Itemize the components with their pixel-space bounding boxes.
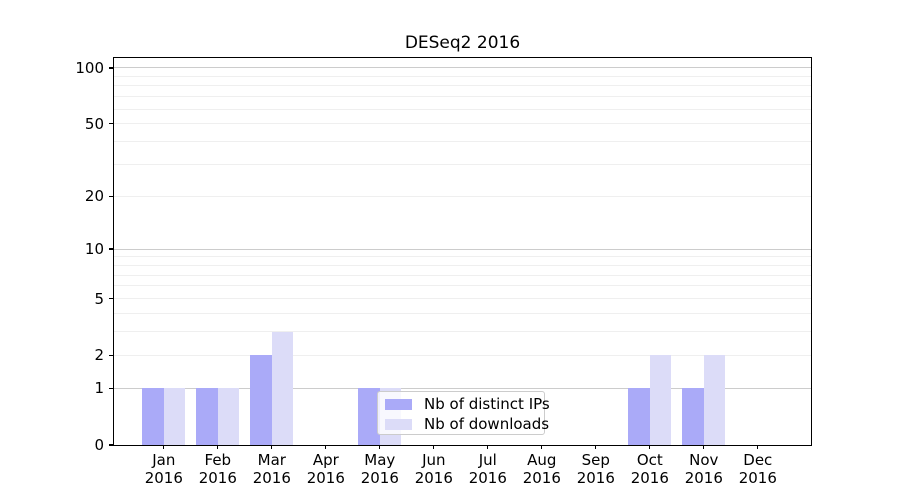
x-tick-mark-sep [595,445,597,449]
x-tick-mark-mar [271,445,273,449]
gridline-minor-30 [114,163,811,165]
bar-jan-2016-ips [142,388,164,445]
x-tick-label-apr: Apr 2016 [306,451,345,487]
bar-jan-2016-downloads [163,388,186,445]
gridline-minor-90 [114,75,811,77]
gridline-minor-60 [114,108,811,110]
x-tick-label-may: May 2016 [360,451,399,487]
legend-swatch-downloads [385,419,412,430]
x-tick-label-jun: Jun 2016 [414,451,453,487]
legend-item-downloads: Nb of downloads [378,414,549,434]
gridline-minor-6 [114,285,811,287]
gridline-minor-7 [114,274,811,276]
legend-label-distinct-ips: Nb of distinct IPs [424,395,550,413]
gridline-minor-9 [114,256,811,258]
y-tick-mark-50 [109,123,113,125]
x-tick-label-jan: Jan 2016 [144,451,183,487]
x-tick-label-aug: Aug 2016 [522,451,561,487]
bar-mar-2016-ips [250,355,272,445]
x-tick-label-oct: Oct 2016 [630,451,669,487]
x-tick-mark-jan [163,445,165,449]
y-tick-mark-0 [109,444,113,446]
bar-mar-2016-downloads [271,331,294,445]
y-tick-label-100: 100 [75,58,104,77]
x-tick-label-jul: Jul 2016 [468,451,507,487]
gridline-minor-80 [114,85,811,87]
y-tick-label-5: 5 [94,289,104,308]
y-tick-mark-5 [109,297,113,300]
gridline-minor-70 [114,96,811,98]
x-tick-label-feb: Feb 2016 [198,451,237,487]
bar-oct-2016-ips [628,388,650,445]
gridline-minor-50 [114,123,811,125]
x-tick-label-dec: Dec 2016 [738,451,777,487]
gridline-minor-2 [114,354,811,356]
y-tick-label-1: 1 [94,379,104,398]
gridline-minor-4 [114,312,811,314]
bar-oct-2016-downloads [649,355,672,445]
plot-area [113,57,812,446]
y-tick-label-0: 0 [94,436,104,454]
gridline-major-100 [114,67,811,69]
bar-may-2016-ips [358,388,380,445]
x-tick-mark-jul [487,445,489,449]
gridline-minor-20 [114,195,811,197]
chart-title: DESeq2 2016 [404,33,521,53]
bar-nov-2016-downloads [703,355,726,445]
x-tick-mark-jun [433,445,435,449]
x-tick-label-mar: Mar 2016 [252,451,291,487]
x-tick-label-nov: Nov 2016 [684,451,723,487]
gridline-major-1 [114,387,811,389]
x-tick-mark-oct [649,445,651,449]
bar-feb-2016-downloads [217,388,240,445]
x-tick-mark-dec [757,445,759,449]
bar-nov-2016-ips [682,388,704,445]
y-tick-label-50: 50 [84,114,104,133]
y-tick-mark-1 [109,387,113,390]
y-tick-label-10: 10 [84,240,104,259]
y-tick-mark-20 [109,195,113,197]
gridline-minor-8 [114,264,811,266]
gridline-minor-5 [114,298,811,300]
bar-feb-2016-ips [196,388,218,445]
y-tick-mark-10 [109,248,113,250]
x-tick-mark-nov [703,445,705,449]
legend-label-downloads: Nb of downloads [424,415,550,433]
gridline-minor-40 [114,141,811,143]
y-tick-mark-100 [109,67,113,69]
y-tick-label-20: 20 [84,187,104,206]
legend-item-distinct-ips: Nb of distinct IPs [378,394,550,414]
x-tick-mark-may [379,445,381,449]
gridline-minor-3 [114,331,811,333]
legend: Nb of distinct IPs Nb of downloads [377,391,550,435]
x-tick-mark-feb [217,445,219,449]
x-tick-mark-apr [325,445,327,449]
y-tick-label-2: 2 [94,346,104,365]
x-tick-mark-aug [541,445,543,449]
legend-swatch-distinct-ips [385,399,412,410]
y-tick-mark-2 [109,354,113,356]
x-tick-label-sep: Sep 2016 [576,451,615,487]
gridline-major-10 [114,248,811,250]
